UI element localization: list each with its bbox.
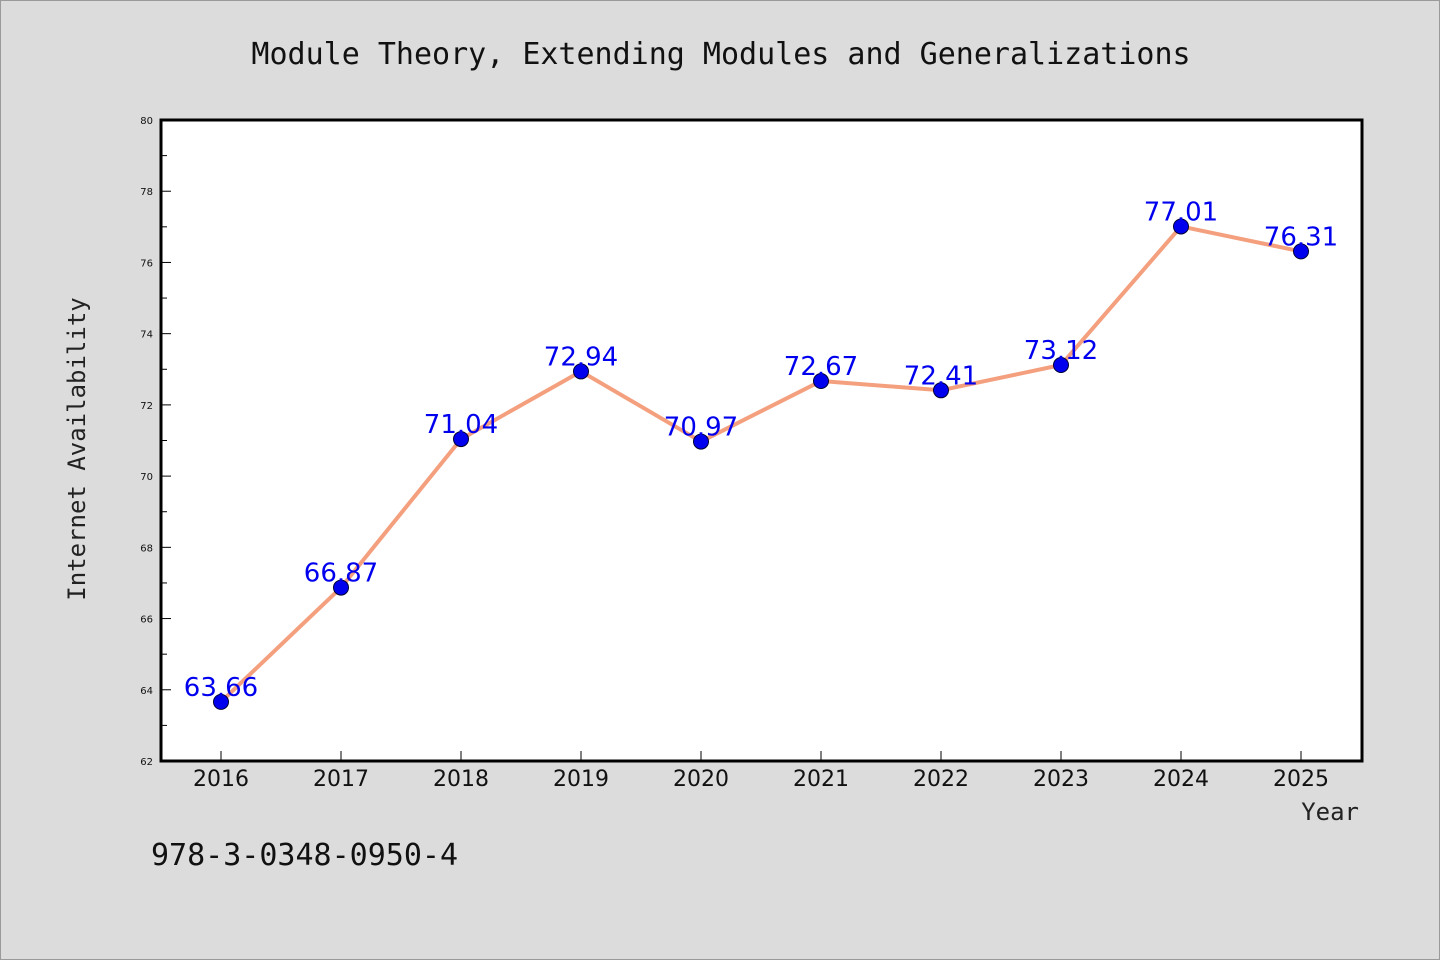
x-tick-label: 2025 <box>1273 767 1329 792</box>
y-tick-label: 66 <box>140 615 153 626</box>
data-point <box>333 579 349 596</box>
y-tick-label: 68 <box>140 543 153 554</box>
x-tick-label: 2016 <box>193 767 249 792</box>
x-tick-label: 2017 <box>313 767 369 792</box>
data-labels: 63.66 66.87 71.04 72.94 70.97 72.67 72.41 73.12… <box>184 197 1338 702</box>
y-tick-label: 72 <box>140 401 153 412</box>
data-point <box>573 363 589 380</box>
x-tick-label: 2019 <box>553 767 609 792</box>
data-label: 71.04 <box>424 410 498 440</box>
data-point <box>813 373 829 390</box>
data-point <box>213 693 229 710</box>
y-axis: 62 64 66 68 70 72 74 76 78 80 <box>140 116 171 768</box>
y-tick-label: 70 <box>140 472 153 483</box>
x-tick-label: 2024 <box>1153 767 1209 792</box>
y-tick-label: 74 <box>140 330 153 341</box>
data-series <box>213 218 1309 710</box>
y-tick-label: 80 <box>140 116 153 127</box>
series-line <box>219 224 1303 704</box>
isbn-footnote: 978-3-0348-0950-4 <box>151 838 458 873</box>
chart-title: Module Theory, Extending Modules and Gen… <box>251 37 1190 72</box>
data-point <box>1053 357 1069 374</box>
data-label: 72.94 <box>544 342 618 372</box>
data-label: 66.87 <box>304 559 378 589</box>
x-axis-label: Year <box>1301 798 1359 826</box>
data-point <box>1173 218 1189 235</box>
data-label: 76.31 <box>1264 222 1338 252</box>
y-tick-label: 76 <box>140 258 153 269</box>
x-tick-label: 2021 <box>793 767 849 792</box>
x-axis: 2016 2017 2018 2019 2020 2021 2022 2023 2024 2025 <box>193 751 1329 792</box>
data-point <box>1293 243 1309 260</box>
data-label: 77.01 <box>1144 197 1218 227</box>
y-tick-label: 78 <box>140 187 153 198</box>
data-label: 73.12 <box>1024 336 1098 366</box>
y-axis-label: Internet Availability <box>63 297 91 600</box>
data-label: 63.66 <box>184 673 258 703</box>
y-tick-label: 64 <box>140 686 153 697</box>
data-point <box>453 431 469 448</box>
x-tick-label: 2023 <box>1033 767 1089 792</box>
data-label: 72.67 <box>784 352 858 382</box>
x-tick-label: 2020 <box>673 767 729 792</box>
data-point <box>693 433 709 450</box>
y-tick-label: 62 <box>140 757 153 768</box>
data-label: 70.97 <box>664 413 738 443</box>
plot-area <box>159 118 1364 763</box>
data-label: 72.41 <box>904 361 978 391</box>
x-tick-label: 2022 <box>913 767 969 792</box>
x-tick-label: 2018 <box>433 767 489 792</box>
data-point <box>933 382 949 399</box>
